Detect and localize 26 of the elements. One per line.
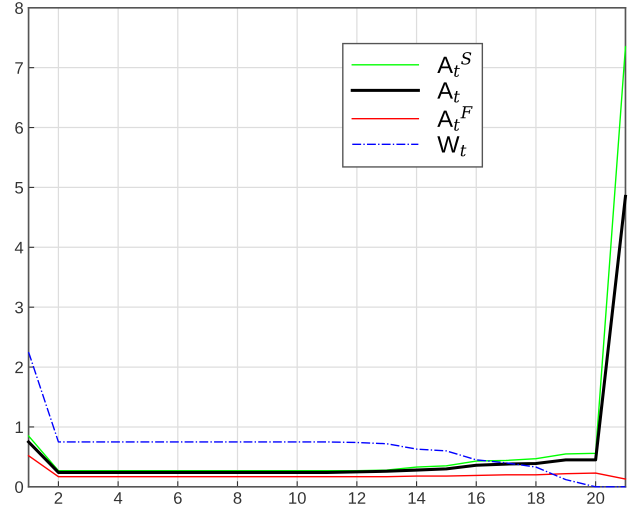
x-tick-label: 6 xyxy=(174,492,182,504)
legend-label: A$_{t}$$^{F}$ xyxy=(437,106,473,131)
x-tick-label: 2 xyxy=(54,492,62,504)
y-tick-label: 7 xyxy=(15,62,23,74)
y-tick-label: 4 xyxy=(14,242,24,254)
x-tick-label: 12 xyxy=(348,492,366,504)
y-tick-label: 1 xyxy=(16,422,23,433)
line-series xyxy=(27,194,628,474)
legend-label: A$_{t}$ xyxy=(437,82,460,103)
x-tick-label: 8 xyxy=(234,492,242,504)
x-tick-label: 14 xyxy=(408,492,426,504)
y-tick-label: 8 xyxy=(15,2,23,14)
line-series xyxy=(28,454,626,480)
x-tick-label: 10 xyxy=(289,492,306,504)
x-tick-label: 16 xyxy=(468,492,485,504)
legend-label: A$_{t}$$^{S}$ xyxy=(437,52,472,77)
x-tick-label: 18 xyxy=(528,492,544,504)
y-tick-label: 2 xyxy=(15,361,23,374)
line-series xyxy=(28,46,626,472)
x-tick-label: 20 xyxy=(587,492,604,504)
y-tick-label: 0 xyxy=(15,481,24,494)
x-tick-label: 4 xyxy=(114,492,122,504)
y-tick-label: 6 xyxy=(15,122,23,134)
y-tick-label: 3 xyxy=(15,302,23,314)
y-tick-label: 5 xyxy=(15,182,24,194)
legend-label: W$_{t}$ xyxy=(437,136,466,156)
